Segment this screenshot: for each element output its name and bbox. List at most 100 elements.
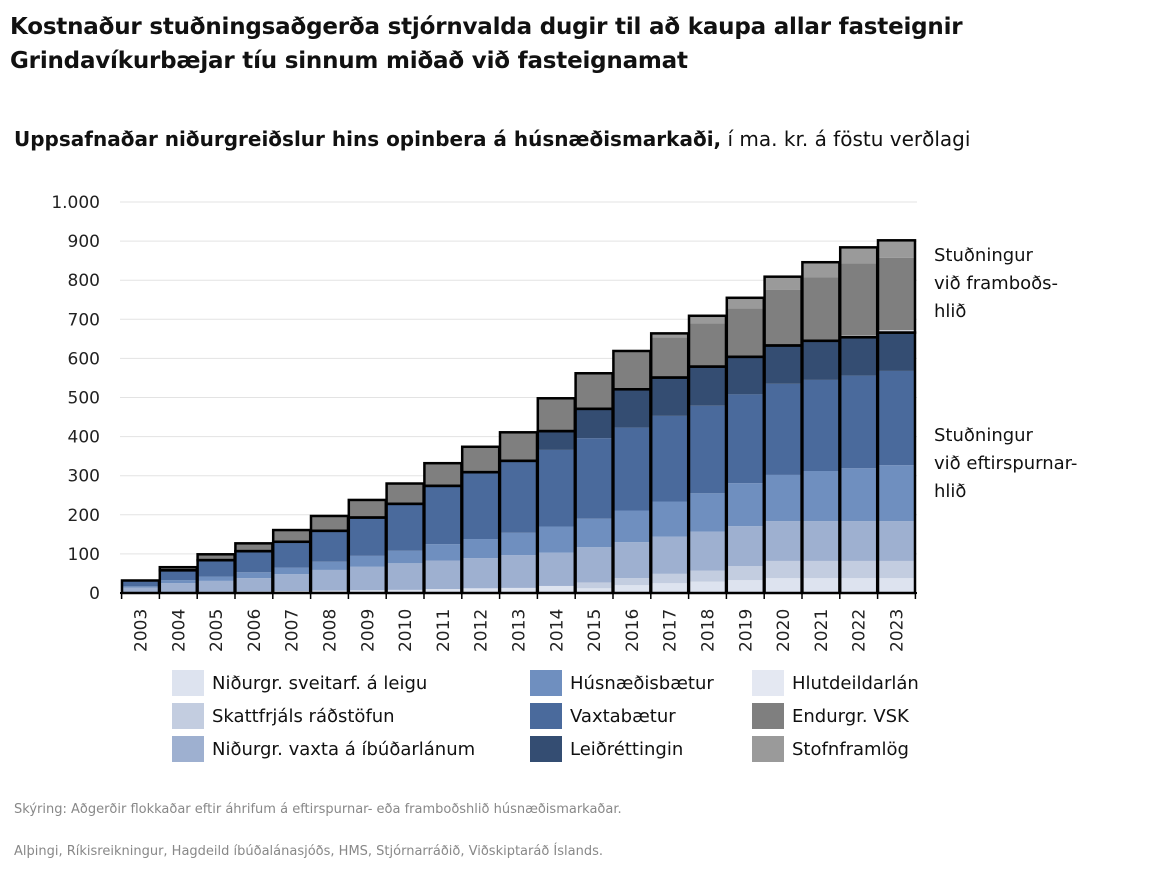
legend-label: Stofnframlög: [792, 738, 909, 760]
bar-segment: [537, 585, 575, 593]
x-tick-label: 2008: [321, 609, 341, 652]
bar-segment: [462, 446, 500, 473]
legend-swatch: [530, 736, 562, 762]
bar-segment: [878, 257, 915, 331]
bar-segment: [840, 337, 878, 376]
legend-item: Leiðréttingin: [530, 734, 683, 764]
x-tick-label: 2010: [396, 609, 416, 652]
bar-segment: [348, 590, 386, 593]
bar-segment: [689, 366, 726, 406]
legend-item: Vaxtabætur: [530, 701, 676, 731]
legend-item: Húsnæðisbætur: [530, 668, 714, 698]
bar-segment: [273, 541, 311, 568]
bar-segment: [386, 563, 424, 590]
bar-segment: [575, 373, 613, 409]
bar-segment: [689, 315, 726, 324]
bar-segment: [726, 356, 764, 395]
annotation-line: hlið: [934, 481, 967, 502]
y-tick-label: 400: [68, 428, 100, 448]
bar-segment: [197, 554, 235, 561]
chart-title-line-2: Grindavíkurbæjar tíu sinnum miðað við fa…: [10, 48, 688, 74]
y-tick-label: 500: [68, 389, 100, 409]
y-tick-label: 100: [68, 545, 100, 565]
bar-segment: [840, 375, 878, 469]
x-tick-label: 2011: [434, 609, 454, 652]
bar-segment: [122, 580, 159, 587]
bar-segment: [537, 526, 575, 553]
x-tick-label: 2023: [888, 609, 908, 652]
x-tick-label: 2013: [510, 609, 530, 652]
bar-segment: [500, 432, 537, 461]
legend-swatch: [752, 703, 784, 729]
bar-segment: [500, 532, 537, 556]
bar-segment: [386, 589, 424, 593]
bar-segment: [764, 578, 802, 593]
bar-segment: [613, 510, 651, 543]
bar-segment: [878, 370, 915, 466]
bar-segment: [651, 536, 689, 574]
bar-segment: [159, 580, 197, 584]
x-tick-label: 2007: [283, 609, 303, 652]
bar-segment: [726, 483, 764, 527]
bar-segment: [840, 521, 878, 561]
chart-legend: Niðurgr. sveitarf. á leigu Skattfrjáls rá…: [172, 668, 972, 768]
bar-segment: [689, 581, 726, 593]
bar-segment: [500, 555, 537, 588]
bar-segment: [878, 578, 915, 593]
bar-segment: [689, 531, 726, 571]
legend-item: Endurgr. VSK: [752, 701, 909, 731]
bar-segment: [159, 567, 197, 571]
bar-segment: [651, 583, 689, 593]
bar-segment: [348, 517, 386, 556]
legend-swatch: [752, 670, 784, 696]
legend-swatch: [172, 703, 204, 729]
x-tick-label: 2004: [169, 609, 189, 652]
bar-segment: [235, 572, 273, 579]
bar-segment: [840, 468, 878, 522]
legend-label: Niðurgr. vaxta á íbúðarlánum: [212, 738, 476, 760]
bar-segment: [348, 555, 386, 567]
bar-segment: [575, 438, 613, 519]
legend-swatch: [752, 736, 784, 762]
bar-segment: [764, 289, 802, 346]
annotation-line: Stuðningur: [934, 425, 1033, 446]
bar-segment: [197, 576, 235, 581]
bar-segment: [764, 474, 802, 522]
bar-segment: [537, 431, 575, 450]
bar-segment: [840, 263, 878, 336]
bar-segment: [613, 427, 651, 511]
x-tick-label: 2020: [774, 609, 794, 652]
bar-segment: [575, 582, 613, 589]
bar-segment: [802, 560, 840, 579]
y-tick-label: 700: [68, 310, 100, 330]
bar-segment: [386, 550, 424, 564]
x-tick-label: 2006: [245, 609, 265, 652]
legend-item: Niðurgr. vaxta á íbúðarlánum: [172, 734, 475, 764]
bar-segment: [500, 460, 537, 533]
bar-segment: [235, 551, 273, 573]
legend-label: Húsnæðisbætur: [570, 672, 714, 694]
bar-segment: [575, 588, 613, 593]
bar-segment: [840, 578, 878, 593]
x-tick-label: 2003: [132, 609, 152, 652]
y-tick-label: 300: [68, 467, 100, 487]
bar-segment: [575, 408, 613, 439]
bar-segment: [840, 560, 878, 579]
bar-segment: [424, 589, 462, 593]
legend-item: Skattfrjáls ráðstöfun: [172, 701, 395, 731]
y-tick-label: 600: [68, 349, 100, 369]
x-tick-label: 2012: [472, 609, 492, 652]
annotation-line: Stuðningur: [934, 245, 1033, 266]
bar-segment: [726, 566, 764, 581]
bar-segment: [122, 587, 159, 593]
bar-segment: [689, 323, 726, 367]
bar-segment: [651, 501, 689, 537]
legend-item: Stofnframlög: [752, 734, 909, 764]
bar-segment: [235, 578, 273, 592]
bar-segment: [462, 472, 500, 540]
x-tick-label: 2019: [736, 609, 756, 652]
bar-segment: [537, 398, 575, 432]
bar-segment: [462, 539, 500, 559]
explanation-note: Skýring: Aðgerðir flokkaðar eftir áhrifu…: [14, 802, 622, 817]
